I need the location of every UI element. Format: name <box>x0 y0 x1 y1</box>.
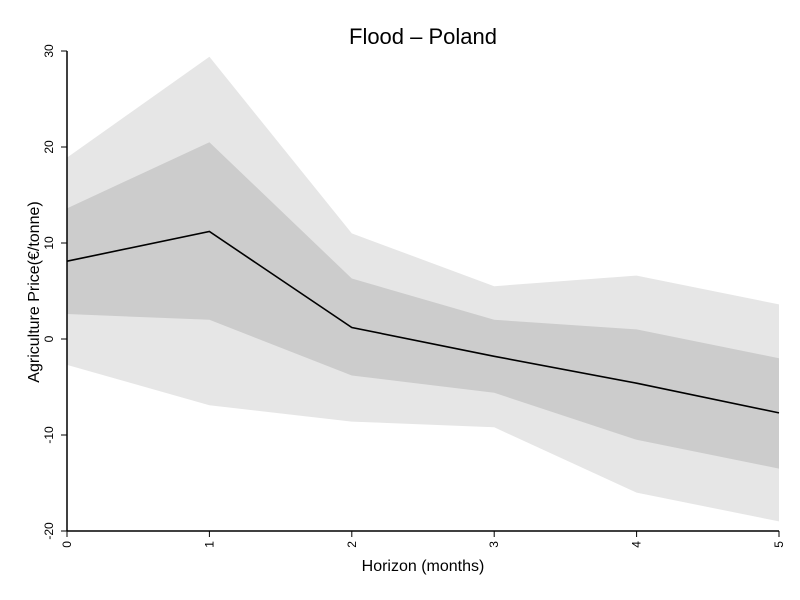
y-tick-label: 30 <box>42 44 56 58</box>
x-tick-label: 1 <box>202 541 216 548</box>
x-axis-label: Horizon (months) <box>362 558 485 575</box>
confidence-bands <box>67 56 779 522</box>
y-tick-label: -10 <box>42 426 56 444</box>
y-axis-label: Agriculture Price(€/tonne) <box>26 201 43 382</box>
confidence-band-2 <box>67 142 779 469</box>
x-tick-label: 4 <box>630 541 644 548</box>
y-tick-label: 20 <box>42 140 56 154</box>
x-tick-label: 2 <box>345 541 359 548</box>
y-tick-label: 10 <box>42 236 56 250</box>
series-lines <box>66 230 780 414</box>
x-tick-label: 3 <box>487 541 501 548</box>
x-ticks: 0 1 2 3 4 5 <box>60 531 786 548</box>
x-tick-label: 5 <box>772 541 786 548</box>
series-line-1 <box>66 230 780 414</box>
y-tick-label: -20 <box>42 522 56 540</box>
y-tick-label: 0 <box>42 335 56 342</box>
y-ticks: -20 -10 0 10 20 30 <box>42 44 67 540</box>
x-tick-label: 0 <box>60 541 74 548</box>
chart-title: Flood – Poland <box>349 24 497 49</box>
